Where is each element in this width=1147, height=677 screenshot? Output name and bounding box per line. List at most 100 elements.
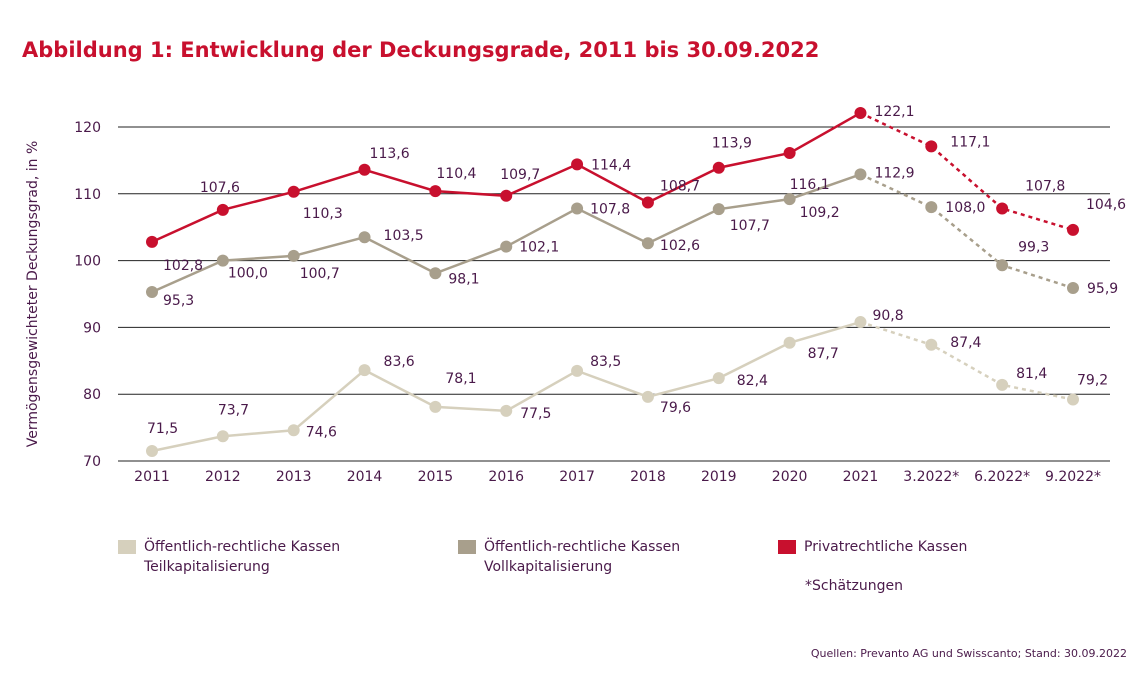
legend-label: Öffentlich-rechtliche Kassen <box>144 539 341 555</box>
data-label: 87,7 <box>808 346 839 362</box>
data-label: 102,6 <box>660 238 700 254</box>
data-label: 74,6 <box>306 424 337 440</box>
data-label: 83,5 <box>590 354 621 370</box>
data-label: 73,7 <box>218 402 249 418</box>
x-tick-label: 2019 <box>701 469 737 485</box>
data-label: 95,3 <box>163 293 194 309</box>
data-point <box>783 193 796 206</box>
series-line-estimate <box>860 320 1074 401</box>
data-label: 77,5 <box>520 406 551 422</box>
data-label: 90,8 <box>872 308 903 324</box>
x-tick-label: 2021 <box>843 469 879 485</box>
data-point <box>712 203 725 216</box>
x-tick-label: 2013 <box>276 469 312 485</box>
data-label: 99,3 <box>1018 239 1049 255</box>
data-label: 95,9 <box>1087 281 1118 297</box>
data-label: 104,6 <box>1086 197 1126 213</box>
x-tick-label: 9.2022* <box>1045 469 1101 485</box>
data-label: 71,5 <box>147 421 178 437</box>
data-point <box>500 240 513 253</box>
source-note: Quellen: Prevanto AG und Swisscanto; Sta… <box>810 647 1127 660</box>
data-point <box>429 267 442 280</box>
data-label: 109,2 <box>800 205 840 221</box>
data-label: 116,1 <box>790 177 830 193</box>
series-line-estimate <box>859 111 1074 232</box>
data-point <box>641 237 654 250</box>
data-point <box>287 249 300 262</box>
data-point <box>358 231 371 244</box>
legend-label: Öffentlich-rechtliche Kassen <box>484 539 681 555</box>
x-tick-label: 2015 <box>418 469 454 485</box>
data-label: 122,1 <box>874 104 914 120</box>
data-label: 79,6 <box>660 400 691 416</box>
data-point <box>429 185 442 198</box>
data-point <box>146 444 158 457</box>
data-label: 79,2 <box>1077 373 1108 389</box>
data-label: 113,6 <box>370 146 410 162</box>
data-point <box>146 285 158 298</box>
series-line-estimate <box>859 173 1074 290</box>
data-point <box>216 430 229 443</box>
data-label: 110,4 <box>436 166 476 182</box>
data-point <box>996 259 1009 272</box>
legend-privat: Privatrechtliche Kassen <box>778 537 967 557</box>
x-tick-label: 2018 <box>630 469 666 485</box>
data-point <box>925 201 938 214</box>
data-point <box>216 203 229 216</box>
data-label: 110,3 <box>303 206 343 222</box>
data-point <box>996 378 1009 391</box>
data-point <box>500 404 513 417</box>
data-point <box>287 185 300 198</box>
x-tick-label: 2020 <box>772 469 808 485</box>
data-point <box>571 202 584 215</box>
legend-label: Teilkapitalisierung <box>144 559 270 575</box>
x-tick-label: 6.2022* <box>974 469 1030 485</box>
data-label: 108,0 <box>945 200 985 216</box>
data-point <box>571 158 584 171</box>
data-label: 81,4 <box>1016 366 1047 382</box>
data-label: 100,7 <box>300 266 340 282</box>
data-point <box>571 364 584 377</box>
data-point <box>500 189 513 202</box>
data-point <box>925 140 938 153</box>
y-tick-label: 90 <box>83 320 101 336</box>
x-tick-label: 2017 <box>559 469 595 485</box>
data-point <box>712 161 725 174</box>
data-label: 107,7 <box>730 218 770 234</box>
data-label: 98,1 <box>448 271 479 287</box>
legend-label: Vollkapitalisierung <box>484 559 613 575</box>
legend-swatch-teil <box>118 540 136 554</box>
data-point <box>358 364 371 377</box>
data-label: 108,7 <box>660 178 700 194</box>
chart-title: Abbildung 1: Entwicklung der Deckungsgra… <box>22 38 820 62</box>
x-tick-label: 2011 <box>134 469 170 485</box>
data-point <box>358 163 371 176</box>
data-point <box>1067 393 1079 406</box>
legend-swatch-privat <box>778 540 796 554</box>
y-tick-label: 70 <box>83 454 101 470</box>
data-label: 114,4 <box>591 157 631 173</box>
data-point <box>783 147 796 160</box>
data-label: 100,0 <box>228 266 268 282</box>
data-point <box>216 254 229 267</box>
y-tick-label: 100 <box>74 254 101 270</box>
legend-teil: Öffentlich-rechtliche Kassen Teilkapitali… <box>118 537 340 577</box>
legend-voll: Öffentlich-rechtliche Kassen Vollkapitali… <box>458 537 680 577</box>
data-label: 102,8 <box>163 258 203 274</box>
data-label: 107,6 <box>200 180 240 196</box>
data-label: 113,9 <box>712 136 752 152</box>
data-label: 109,7 <box>500 167 540 183</box>
data-point <box>429 400 442 413</box>
data-point <box>854 316 867 329</box>
data-label: 83,6 <box>384 354 415 370</box>
estimate-note: *Schätzungen <box>805 578 903 594</box>
y-tick-label: 120 <box>74 120 101 136</box>
data-label: 82,4 <box>737 373 768 389</box>
data-point <box>1067 281 1079 294</box>
data-point <box>925 338 938 351</box>
data-label: 78,1 <box>445 371 476 387</box>
data-point <box>287 424 300 437</box>
data-label: 87,4 <box>950 335 981 351</box>
